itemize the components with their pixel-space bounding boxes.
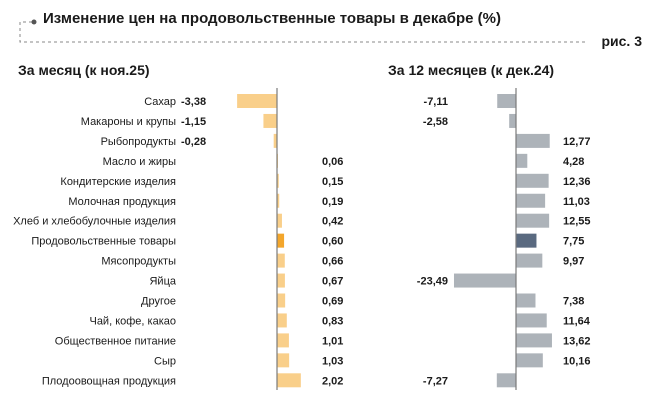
bar-right <box>516 333 552 348</box>
category-label: Общественное питание <box>55 335 176 347</box>
title-bullet-icon <box>31 19 37 25</box>
data-label-right: 13,62 <box>563 335 591 347</box>
bar-right <box>516 313 547 328</box>
data-label-right: 11,64 <box>563 315 591 327</box>
bar-right <box>497 94 516 108</box>
bar-right <box>516 253 543 268</box>
data-label-left: 1,03 <box>322 355 343 367</box>
data-label-left: 0,66 <box>322 256 343 268</box>
bar-right <box>516 233 537 248</box>
category-label: Продовольственные товары <box>31 236 176 248</box>
category-label: Яйца <box>149 276 176 288</box>
left-panel-title: За месяц (к ноя.25) <box>18 62 150 78</box>
category-label: Рыбопродукты <box>101 136 177 148</box>
right-panel-title: За 12 месяцев (к дек.24) <box>388 62 555 78</box>
data-label-left: -3,38 <box>181 96 206 108</box>
bar-left <box>277 313 287 328</box>
figure-label: рис. 3 <box>601 33 642 49</box>
data-label-left: 0,60 <box>322 236 343 248</box>
data-label-right: 12,36 <box>563 176 591 188</box>
bar-right <box>516 213 550 228</box>
data-label-left: 0,69 <box>322 296 343 308</box>
data-label-right: -2,58 <box>423 116 448 128</box>
chart-title: Изменение цен на продовольственные товар… <box>43 10 501 27</box>
data-label-left: 0,83 <box>322 315 343 327</box>
data-label-left: 1,01 <box>322 335 343 347</box>
bar-left <box>273 133 277 148</box>
data-label-left: 0,42 <box>322 216 343 228</box>
bar-left <box>277 273 285 288</box>
bar-left <box>277 173 279 188</box>
data-label-right: -7,11 <box>424 96 448 108</box>
category-label: Другое <box>141 296 176 308</box>
data-label-right: 4,28 <box>563 156 584 168</box>
bar-left <box>277 193 280 208</box>
data-label-right: 11,03 <box>563 196 590 208</box>
data-label-right: 7,38 <box>563 296 584 308</box>
data-label-left: -0,28 <box>181 136 206 148</box>
bar-right <box>496 373 516 388</box>
bar-right <box>516 353 543 368</box>
data-label-right: 7,75 <box>563 236 584 248</box>
data-label-right: 9,97 <box>563 256 584 268</box>
bar-left <box>277 293 286 308</box>
data-label-right: 10,16 <box>563 355 591 367</box>
category-label: Молочная продукция <box>68 196 176 208</box>
bar-left <box>277 353 290 368</box>
data-label-left: 0,19 <box>322 196 343 208</box>
bar-left <box>263 113 277 128</box>
bar-left <box>277 253 285 268</box>
category-label: Кондитерские изделия <box>60 176 176 188</box>
category-label: Мясопродукты <box>101 256 176 268</box>
bar-right <box>516 293 536 308</box>
bar-left <box>277 333 289 348</box>
data-label-left: 0,67 <box>322 276 343 288</box>
title-dashed-frame <box>19 21 586 43</box>
data-label-right: -7,27 <box>423 375 448 387</box>
category-label: Масло и жиры <box>103 156 176 168</box>
data-label-right: 12,55 <box>563 216 591 228</box>
bar-right <box>516 133 550 148</box>
bar-right <box>516 153 528 168</box>
bar-left <box>237 94 277 108</box>
data-label-right: -23,49 <box>417 276 448 288</box>
category-label: Чай, кофе, какао <box>89 315 176 327</box>
title-decoration <box>19 19 586 43</box>
bar-right <box>516 193 546 208</box>
category-label: Макароны и крупы <box>81 116 176 128</box>
data-label-left: 0,06 <box>322 156 343 168</box>
bar-right <box>509 113 516 128</box>
data-label-left: 2,02 <box>322 375 343 387</box>
bar-left <box>277 373 301 388</box>
category-label: Плодоовощная продукция <box>42 375 176 387</box>
category-label: Сыр <box>154 355 176 367</box>
data-label-right: 12,77 <box>563 136 591 148</box>
bar-left <box>277 233 285 248</box>
bar-left <box>277 213 282 228</box>
data-label-left: 0,15 <box>322 176 343 188</box>
bar-right <box>453 273 516 288</box>
bar-right <box>516 173 549 188</box>
category-label: Хлеб и хлебобулочные изделия <box>13 216 176 228</box>
category-label: Сахар <box>144 96 176 108</box>
data-label-left: -1,15 <box>181 116 206 128</box>
